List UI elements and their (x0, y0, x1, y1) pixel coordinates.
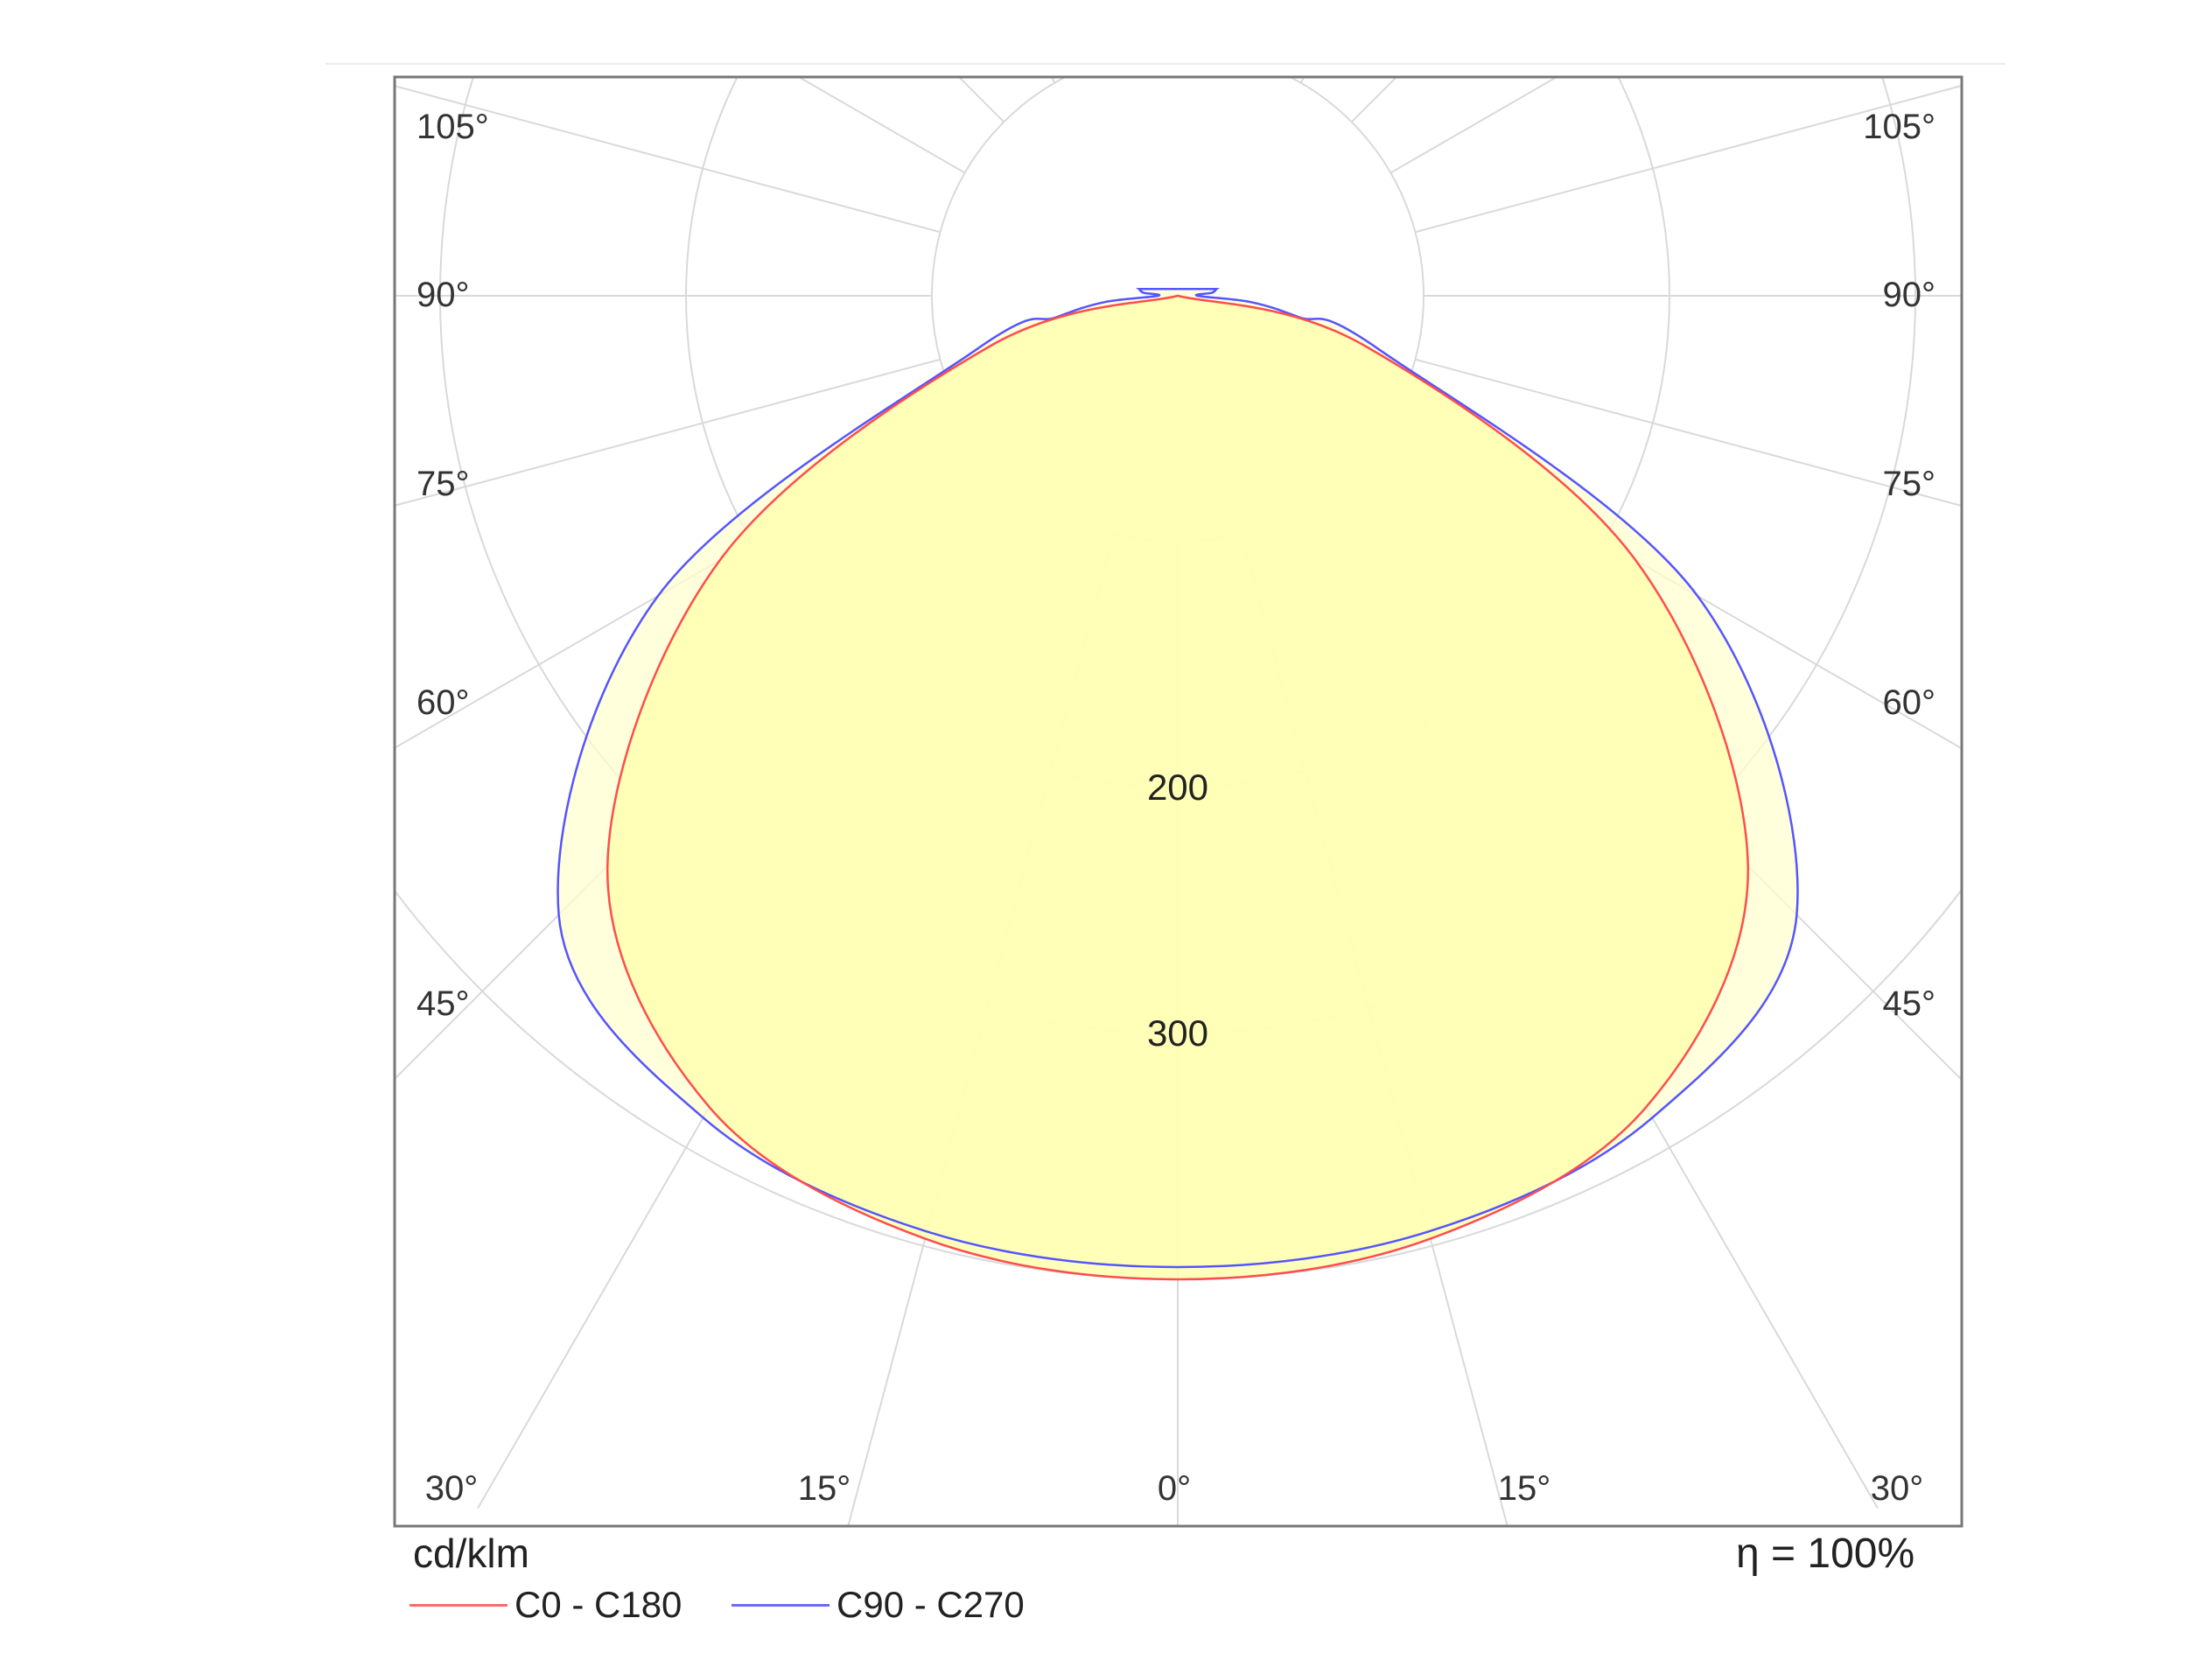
angle-tick-labels: 30° 15° 0° 15° 30° 105° 90° 75° 60° 45° 105° 90° 75°… (416, 108, 1936, 1508)
grid-spoke-135 (1350, 77, 1398, 123)
angle-tick-right-3: 60° (1883, 683, 1936, 722)
angle-tick-left-2: 75° (416, 465, 470, 503)
angle-tick-left-3: 60° (416, 683, 470, 722)
radial-tick-0: 200 (1147, 767, 1208, 808)
angle-tick-bottom-1: 15° (798, 1469, 851, 1508)
angle-tick-right-1: 90° (1883, 276, 1936, 314)
plot-frame (393, 75, 1964, 1528)
grid-spoke-75 (1415, 358, 1962, 508)
unit-label: cd/klm (413, 1530, 529, 1576)
series-lines (556, 287, 1799, 1281)
legend-label-c0: C0 - C180 (514, 1584, 682, 1625)
angle-tick-left-4: 45° (416, 984, 470, 1023)
legend-item-c90: C90 - C270 (732, 1584, 1025, 1625)
top-divider (326, 63, 2006, 65)
grid-spoke-195 (816, 0, 1114, 59)
angle-tick-right-2: 75° (1883, 465, 1936, 503)
efficiency-label: η = 100% (1736, 1530, 1915, 1577)
grid-spoke-105 (1415, 84, 1962, 234)
grid-spoke-240 (796, 77, 966, 174)
grid-spoke-285 (395, 358, 941, 507)
radial-tick-labels: 200 300 (1147, 767, 1208, 1054)
legend-label-c90: C90 - C270 (836, 1584, 1025, 1625)
angle-tick-left-0: 105° (416, 108, 489, 146)
angle-tick-bottom-0: 30° (425, 1469, 479, 1508)
grid-spoke-165 (1242, 0, 1540, 59)
grid-spoke-150 (1299, 77, 1306, 84)
legend-swatch-c90 (732, 1603, 830, 1607)
angle-tick-bottom-3: 15° (1498, 1469, 1551, 1508)
series-line-1 (556, 287, 1799, 1269)
legend-swatch-c0 (410, 1603, 508, 1607)
fill-series-0 (607, 296, 1748, 1279)
angle-tick-right-0: 105° (1863, 108, 1936, 146)
angle-tick-bottom-2: 0° (1158, 1469, 1191, 1508)
legend-item-c0: C0 - C180 (410, 1584, 682, 1625)
grid-spoke-120 (1390, 77, 1559, 174)
angle-tick-right-4: 45° (1883, 984, 1936, 1023)
grid-spoke-225 (957, 77, 1005, 123)
light-distribution-fill (557, 289, 1798, 1279)
grid-spoke-210 (1050, 77, 1056, 84)
angle-tick-bottom-4: 30° (1871, 1469, 1924, 1508)
angle-tick-left-1: 90° (416, 276, 470, 314)
grid-spoke-255 (395, 85, 941, 234)
series-line-0 (606, 294, 1749, 1281)
radial-tick-1: 300 (1147, 1012, 1208, 1054)
